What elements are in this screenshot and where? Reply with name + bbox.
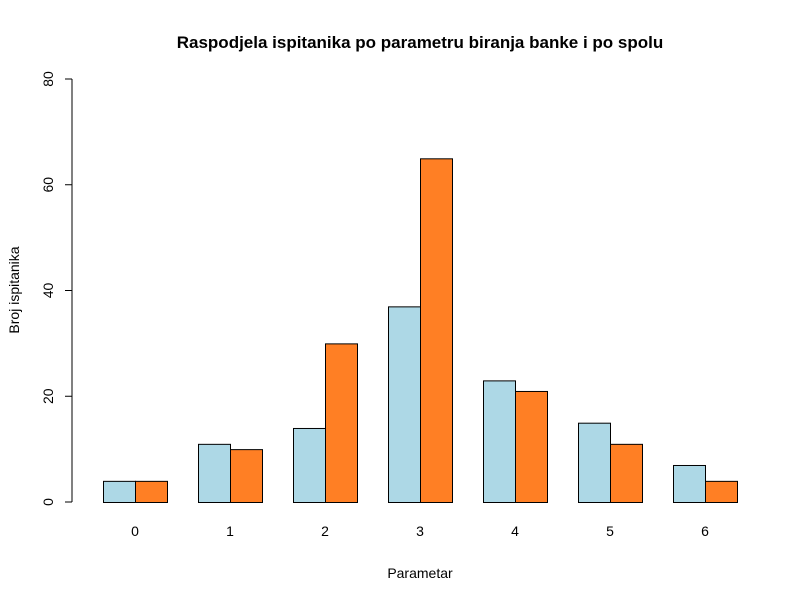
bar-series-2-cat-0	[135, 480, 168, 504]
y-tick-label: 20	[40, 388, 56, 404]
y-axis: 0 20 40 60 80	[40, 71, 73, 506]
bar-series-1-cat-6	[673, 464, 706, 503]
x-axis-label: Parametar	[387, 565, 453, 581]
bar-group	[103, 158, 738, 504]
x-tick-label: 2	[321, 523, 329, 539]
y-tick-label: 80	[40, 71, 56, 87]
bar-series-2-cat-3	[420, 158, 453, 503]
x-tick-label: 1	[226, 523, 234, 539]
bar-series-1-cat-3	[388, 306, 421, 503]
bar-series-1-cat-2	[293, 427, 326, 504]
bar-series-1-cat-1	[198, 443, 231, 503]
x-tick-label: 0	[131, 523, 139, 539]
bar-series-1-cat-0	[103, 480, 136, 504]
bar-series-1-cat-4	[483, 380, 516, 504]
bar-series-2-cat-5	[610, 443, 643, 503]
bar-series-2-cat-2	[325, 343, 358, 503]
y-tick-label: 0	[40, 498, 56, 506]
bar-series-2-cat-6	[705, 480, 738, 504]
bar-series-1-cat-5	[578, 422, 611, 503]
y-tick-label: 40	[40, 283, 56, 299]
chart-title: Raspodjela ispitanika po parametru biran…	[177, 33, 664, 52]
y-axis-label: Broj ispitanika	[6, 246, 22, 333]
x-tick-labels: 0 1 2 3 4 5 6	[131, 523, 709, 539]
x-tick-label: 3	[416, 523, 424, 539]
bar-series-2-cat-4	[515, 390, 548, 503]
bar-series-2-cat-1	[230, 449, 263, 503]
x-tick-label: 4	[511, 523, 519, 539]
x-tick-label: 6	[701, 523, 709, 539]
x-tick-label: 5	[606, 523, 614, 539]
y-tick-label: 60	[40, 177, 56, 193]
